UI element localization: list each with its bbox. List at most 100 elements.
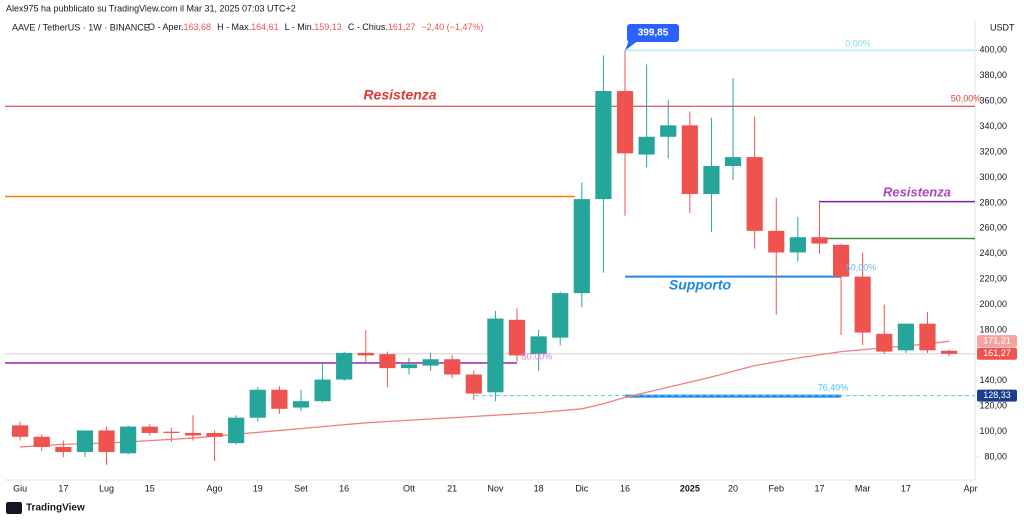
y-tick-label: 280,00 <box>979 197 1007 207</box>
x-tick-label: Mar <box>855 483 871 493</box>
candle-body <box>184 432 202 436</box>
byline: Alex975 ha pubblicato su TradingView.com… <box>6 3 296 13</box>
x-tick-label: 17 <box>58 483 68 493</box>
x-tick-label: 16 <box>339 483 349 493</box>
candle-body <box>508 319 526 356</box>
y-tick-label: 180,00 <box>979 324 1007 334</box>
candle-body <box>940 350 958 354</box>
x-tick-label: Giu <box>13 483 27 493</box>
price-tag-label: 128,33 <box>983 390 1011 400</box>
x-tick-label: 20 <box>728 483 738 493</box>
x-tick-label: Nov <box>487 483 504 493</box>
x-tick-label: Dic <box>575 483 588 493</box>
legend-value: 163,68 <box>184 22 212 32</box>
y-tick-label: 340,00 <box>979 121 1007 131</box>
candle-body <box>422 359 439 366</box>
x-tick-label: 19 <box>253 483 263 493</box>
candle-body <box>120 426 137 454</box>
brand: TradingView <box>26 503 85 514</box>
candle-body <box>660 125 677 137</box>
y-tick-label: 380,00 <box>979 70 1007 80</box>
price-tag <box>977 389 1017 402</box>
candle-body <box>530 336 547 355</box>
x-tick-label: Apr <box>964 483 978 493</box>
price-tag-label: 161,27 <box>983 348 1011 358</box>
x-tick-label: 16 <box>620 483 630 493</box>
candle-body <box>444 359 461 375</box>
candle-body <box>573 199 590 294</box>
callout-pointer <box>625 40 639 51</box>
x-tick-label: 18 <box>534 483 544 493</box>
price-tag-label: 171,21 <box>983 336 1011 346</box>
legend-label: L - Min. <box>285 22 315 32</box>
candle-body <box>336 352 353 380</box>
annotation: 50,00% <box>846 262 877 272</box>
candle-body <box>465 374 482 394</box>
legend-value: 161,27 <box>388 22 416 32</box>
candle-body <box>228 417 245 444</box>
legend-value: 159,13 <box>314 22 342 32</box>
legend-label: H - Max. <box>217 22 251 32</box>
candle-body <box>12 425 29 437</box>
y-tick-label: 260,00 <box>979 223 1007 233</box>
y-tick-label: 240,00 <box>979 248 1007 258</box>
callout-label: 399,85 <box>638 28 669 39</box>
annotation: 50,00% <box>522 351 553 361</box>
legend-label: O - Aper. <box>148 22 184 32</box>
annotation: 50,00% <box>951 93 982 103</box>
x-tick-label: Lug <box>99 483 114 493</box>
candle-body <box>206 432 223 437</box>
candle-body <box>681 125 698 194</box>
candle-body <box>314 379 331 402</box>
candle-body <box>98 430 115 453</box>
y-tick-label: 140,00 <box>979 375 1007 385</box>
moving-average <box>20 340 950 448</box>
candle-body <box>811 237 828 244</box>
price-tag <box>977 347 1017 360</box>
annotation: Resistenza <box>363 87 436 103</box>
candle-body <box>55 446 72 453</box>
x-tick-label: Set <box>294 483 308 493</box>
x-tick-label: 17 <box>901 483 911 493</box>
symbol: AAVE / TetherUS · 1W · BINANCE <box>12 22 150 32</box>
x-tick-label: Ago <box>207 483 223 493</box>
y-tick-label: 220,00 <box>979 274 1007 284</box>
candle-body <box>487 318 504 393</box>
ohlc-legend: O - Aper.163,68 H - Max.164,61 L - Min.159… <box>148 22 483 32</box>
x-tick-label: 17 <box>814 483 824 493</box>
legend-change: −2,40 (−1,47%) <box>421 22 483 32</box>
candle-body <box>76 430 94 453</box>
annotation: Resistenza <box>883 184 951 199</box>
candle-body <box>163 431 180 433</box>
candle-body <box>552 293 569 338</box>
candle-body <box>724 157 742 167</box>
candle-body <box>357 352 374 356</box>
y-tick-label: 300,00 <box>979 172 1007 182</box>
candle-body <box>141 426 158 433</box>
candle-body <box>832 244 850 277</box>
candle-body <box>292 401 310 408</box>
legend-label: C - Chius. <box>348 22 388 32</box>
candle-body <box>400 364 418 369</box>
candle-body <box>271 389 288 409</box>
candle-body <box>379 354 396 369</box>
x-tick-label: 2025 <box>680 483 700 493</box>
x-tick-label: 21 <box>447 483 457 493</box>
candle-body <box>703 166 720 194</box>
candle-body <box>854 276 871 333</box>
x-tick-label: Ott <box>403 483 416 493</box>
candle-body <box>746 157 763 231</box>
legend-value: 164,61 <box>251 22 279 32</box>
annotation: Supporto <box>669 277 732 293</box>
candle-body <box>616 91 634 154</box>
candle-body <box>595 91 612 200</box>
annotation: 76,40% <box>818 382 849 392</box>
candle-body <box>768 230 785 253</box>
y-tick-label: 200,00 <box>979 299 1007 309</box>
candle-body <box>33 436 50 447</box>
candle-body <box>897 323 914 351</box>
y-tick-label: 400,00 <box>979 45 1007 55</box>
candle-body <box>789 237 806 253</box>
y-tick-label: 100,00 <box>979 426 1007 436</box>
